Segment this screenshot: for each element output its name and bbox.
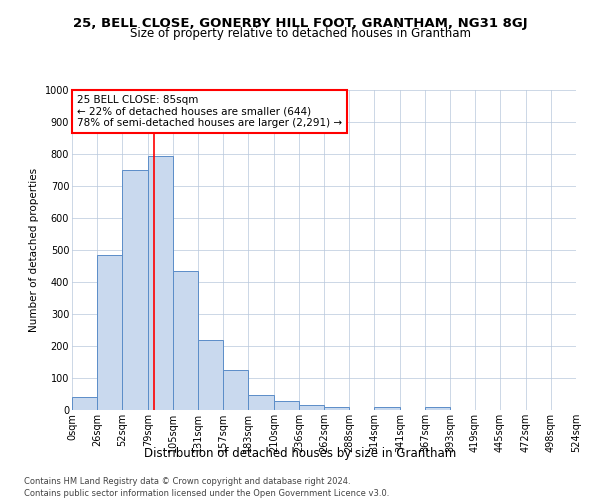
Bar xyxy=(122,170,148,410)
Bar xyxy=(148,156,173,410)
Text: 25 BELL CLOSE: 85sqm
← 22% of detached houses are smaller (644)
78% of semi-deta: 25 BELL CLOSE: 85sqm ← 22% of detached h… xyxy=(77,95,342,128)
Bar xyxy=(248,394,274,410)
Text: Contains HM Land Registry data © Crown copyright and database right 2024.: Contains HM Land Registry data © Crown c… xyxy=(24,478,350,486)
Bar xyxy=(97,255,122,410)
Bar xyxy=(173,271,198,410)
Bar xyxy=(72,397,97,410)
Text: Contains public sector information licensed under the Open Government Licence v3: Contains public sector information licen… xyxy=(24,489,389,498)
Bar xyxy=(198,340,223,410)
Y-axis label: Number of detached properties: Number of detached properties xyxy=(29,168,39,332)
Text: Distribution of detached houses by size in Grantham: Distribution of detached houses by size … xyxy=(144,448,456,460)
Bar xyxy=(374,408,400,410)
Bar xyxy=(274,401,299,410)
Bar xyxy=(223,370,248,410)
Bar xyxy=(299,405,324,410)
Text: Size of property relative to detached houses in Grantham: Size of property relative to detached ho… xyxy=(130,28,470,40)
Bar xyxy=(324,407,349,410)
Bar xyxy=(425,408,450,410)
Text: 25, BELL CLOSE, GONERBY HILL FOOT, GRANTHAM, NG31 8GJ: 25, BELL CLOSE, GONERBY HILL FOOT, GRANT… xyxy=(73,18,527,30)
